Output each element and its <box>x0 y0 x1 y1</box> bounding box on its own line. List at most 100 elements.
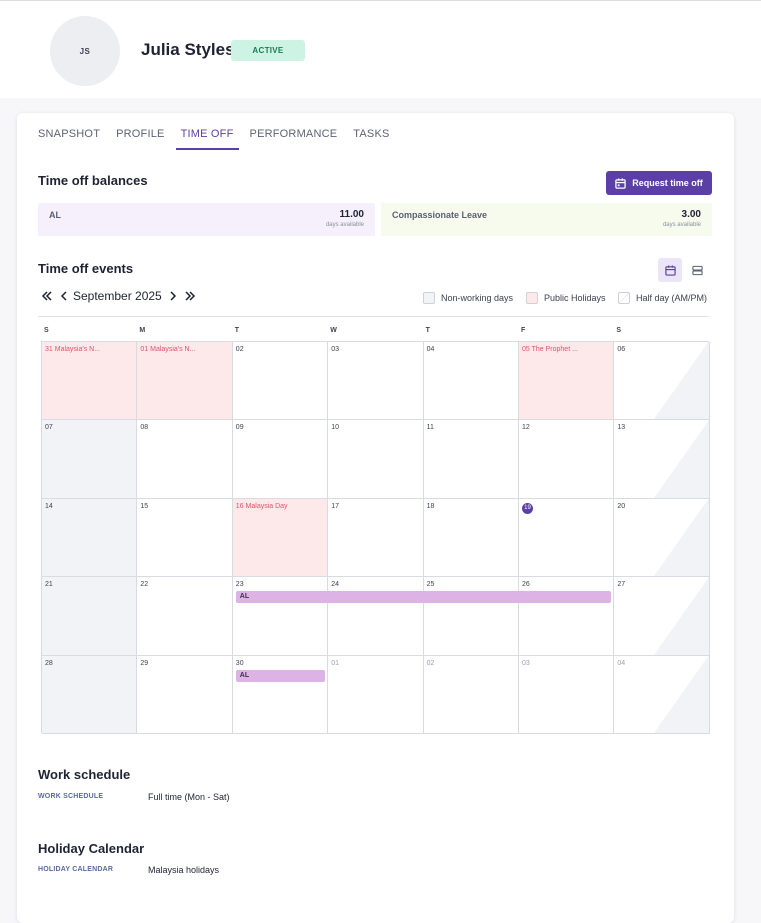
day-number: 19 <box>522 502 533 514</box>
tab-snapshot[interactable]: SNAPSHOT <box>38 128 101 140</box>
calendar-day-cell[interactable]: 24 <box>328 577 424 656</box>
weekday-label: T <box>425 327 430 334</box>
calendar-day-cell[interactable]: 26 <box>519 577 615 656</box>
calendar-day-cell[interactable]: 11 <box>423 420 519 499</box>
day-number: 17 <box>331 503 339 510</box>
day-number-text: 24 <box>331 581 339 589</box>
day-number: 03 <box>522 660 530 667</box>
calendar-day-cell[interactable]: 06 <box>614 342 710 421</box>
day-number: 18 <box>427 503 435 510</box>
tab-performance[interactable]: PERFORMANCE <box>249 128 338 140</box>
day-number: 29 <box>140 660 148 667</box>
calendar-day-cell[interactable]: 03 <box>328 342 424 421</box>
list-view-button[interactable] <box>685 258 709 282</box>
calendar-day-cell[interactable]: 22 <box>137 577 233 656</box>
calendar-day-cell[interactable]: 23 <box>232 577 329 656</box>
holiday-calendar-label: HOLIDAY CALENDAR <box>38 866 114 873</box>
legend-half-day: Half day (AM/PM) <box>618 292 707 304</box>
calendar-day-cell[interactable]: 29 <box>137 655 233 734</box>
tab-bar: SNAPSHOT PROFILE TIME OFF PERFORMANCE TA… <box>38 128 406 150</box>
calendar-day-cell[interactable]: 31 Malaysia's N... <box>42 342 138 421</box>
day-number: 14 <box>45 503 53 510</box>
holiday-name: Malaysia Day <box>245 502 288 510</box>
legend-swatch <box>423 292 435 304</box>
calendar-day-cell[interactable]: 20 <box>614 498 710 578</box>
calendar-day-cell[interactable]: 25 <box>423 577 519 656</box>
calendar-day-cell[interactable]: 01 Malaysia's N... <box>137 342 233 421</box>
calendar-day-cell[interactable]: 17 <box>328 498 424 578</box>
calendar-day-cell[interactable]: 02 <box>423 655 519 734</box>
calendar-view-icon <box>664 264 676 276</box>
previous-year-icon[interactable] <box>41 290 53 302</box>
day-number-text: 14 <box>45 502 53 510</box>
balances-title: Time off balances <box>38 173 148 188</box>
half-day-shade <box>653 577 709 655</box>
half-day-shade <box>653 498 709 577</box>
calendar-day-cell[interactable]: 07 <box>42 420 138 499</box>
legend-label: Non-working days <box>441 293 514 303</box>
day-number: 21 <box>45 581 53 588</box>
calendar-day-cell[interactable]: 21 <box>42 577 138 656</box>
day-number-text: 30 <box>235 659 244 667</box>
day-number: 02 <box>427 660 435 667</box>
previous-month-icon[interactable] <box>59 290 69 302</box>
calendar-day-cell[interactable]: 30 <box>232 655 329 734</box>
day-number: 08 <box>140 424 148 431</box>
legend-swatch <box>618 292 630 304</box>
day-number-text: 31 <box>45 346 53 353</box>
calendar-day-cell[interactable]: 18 <box>423 498 519 578</box>
calendar-day-cell[interactable]: 03 <box>519 655 615 734</box>
events-title: Time off events <box>38 261 134 276</box>
calendar-day-cell[interactable]: 12 <box>519 420 615 499</box>
calendar-day-cell[interactable]: 10 <box>328 420 424 499</box>
holiday-calendar-title: Holiday Calendar <box>38 841 145 856</box>
calendar-day-cell[interactable]: 01 <box>328 655 424 734</box>
leave-event-bar[interactable]: AL <box>235 591 612 604</box>
leave-event-bar[interactable]: AL <box>235 669 326 682</box>
day-number-text: 16 <box>235 502 244 510</box>
calendar-day-cell[interactable]: 02 <box>232 342 329 421</box>
day-number-text: 15 <box>140 502 149 510</box>
day-number-text: 20 <box>617 502 626 510</box>
employee-name: Julia Styles <box>141 40 235 59</box>
legend-swatch <box>526 292 538 304</box>
next-month-icon[interactable] <box>168 290 178 302</box>
day-number-text: 12 <box>522 424 530 432</box>
calendar-day-cell[interactable]: 08 <box>137 420 233 499</box>
day-number-text: 07 <box>45 424 53 432</box>
calendar-day-cell[interactable]: 09 <box>232 420 329 499</box>
tab-profile[interactable]: PROFILE <box>116 128 165 140</box>
day-number: 13 <box>617 424 625 431</box>
calendar-day-cell[interactable]: 04 <box>614 655 710 734</box>
calendar-day-cell[interactable]: 19 <box>519 498 615 578</box>
calendar-day-cell[interactable]: 16 Malaysia Day <box>232 498 329 578</box>
day-number-text: 23 <box>235 581 244 589</box>
calendar-day-cell[interactable]: 14 <box>42 498 138 578</box>
day-number: 06 <box>617 346 625 353</box>
tab-time-off[interactable]: TIME OFF <box>175 128 239 150</box>
half-day-shade <box>653 655 709 733</box>
calendar-day-cell[interactable]: 28 <box>42 655 138 734</box>
calendar-day-cell[interactable]: 05 The Prophet ... <box>519 342 615 421</box>
day-number: 30 <box>236 660 244 667</box>
calendar-day-cell[interactable]: 15 <box>137 498 233 578</box>
balance-value: 11.00 <box>339 209 364 220</box>
day-number: 04 <box>427 346 435 353</box>
day-number: 01 <box>331 660 339 667</box>
request-time-off-button[interactable]: Request time off <box>606 171 712 195</box>
day-number-text: 27 <box>617 581 626 589</box>
day-number-text: 02 <box>426 659 435 667</box>
status-badge: ACTIVE <box>231 40 305 61</box>
calendar-day-cell[interactable]: 13 <box>614 420 710 499</box>
calendar-day-cell[interactable]: 04 <box>423 342 519 421</box>
day-number-text: 13 <box>617 424 626 432</box>
calendar-day-cell[interactable]: 27 <box>614 577 710 656</box>
day-number-text: 02 <box>235 346 244 353</box>
day-number-text: 05 <box>522 346 530 353</box>
calendar-view-button[interactable] <box>658 258 682 282</box>
day-number: 11 <box>427 424 434 431</box>
work-schedule-label: WORK SCHEDULE <box>38 793 104 800</box>
tab-tasks[interactable]: TASKS <box>353 128 390 140</box>
holiday-name: The Prophet ... <box>531 346 578 353</box>
next-year-icon[interactable] <box>184 290 196 302</box>
